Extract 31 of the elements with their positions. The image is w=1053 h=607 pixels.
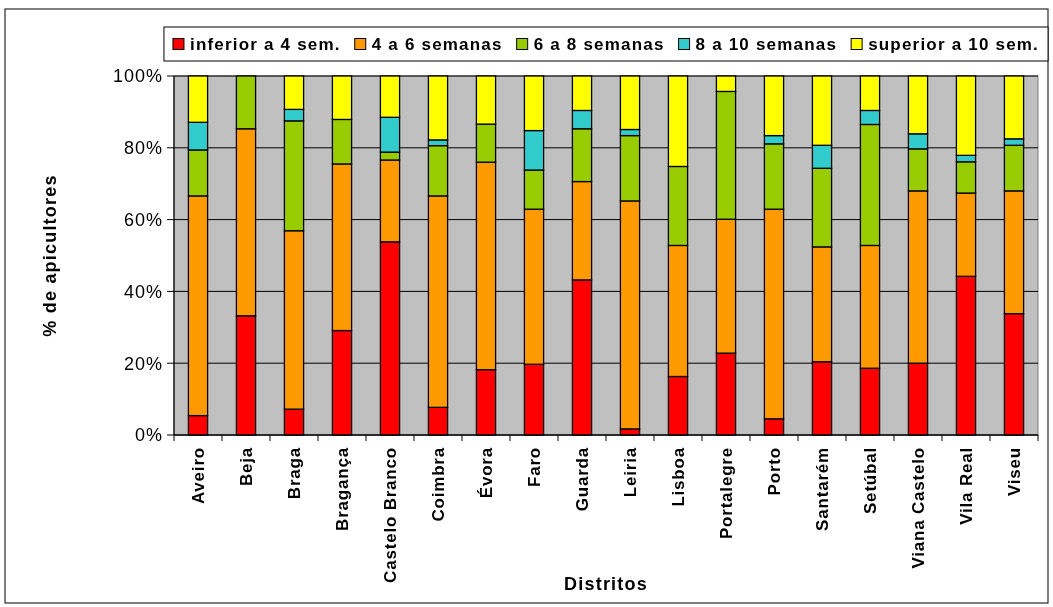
y-tick-label: 20% — [123, 353, 163, 374]
x-tick-label: Aveiro — [188, 447, 208, 505]
y-tick-label: 100% — [112, 66, 163, 87]
legend-label: superior a 10 sem. — [868, 34, 1040, 54]
y-tick-label: 80% — [123, 138, 163, 159]
x-tick-label: Porto — [764, 447, 784, 496]
x-tick-label: Braga — [284, 447, 304, 500]
legend-label: 8 a 10 semanas — [695, 34, 838, 54]
y-tick-label: 60% — [123, 209, 163, 230]
x-tick-label: Setúbal — [860, 447, 880, 515]
x-tick-label: Viseu — [1004, 447, 1024, 497]
x-tick-label: Viana Castelo — [908, 447, 928, 569]
legend-label: 4 a 6 semanas — [371, 34, 503, 54]
x-tick-label: Faro — [524, 447, 544, 488]
x-tick-label: Castelo Branco — [380, 447, 400, 583]
y-tick-label: 0% — [134, 425, 163, 446]
legend-label: 6 a 8 semanas — [533, 34, 665, 54]
x-tick-label: Santarém — [812, 447, 832, 531]
x-axis-title: Distritos — [564, 574, 648, 594]
x-tick-label: Coimbra — [428, 447, 448, 522]
x-tick-label: Guarda — [572, 447, 592, 512]
x-tick-label: Bragança — [332, 447, 352, 531]
y-tick-label: 40% — [123, 281, 163, 302]
x-tick-label: Portalegre — [716, 447, 736, 540]
y-axis-title: % de apicultores — [40, 174, 61, 337]
x-tick-label: Leiria — [620, 447, 640, 498]
legend-label: inferior a 4 sem. — [189, 34, 341, 54]
x-tick-label: Beja — [236, 447, 256, 487]
x-tick-label: Lisboa — [668, 447, 688, 507]
x-tick-label: Vila Real — [956, 447, 976, 525]
x-tick-label: Évora — [476, 447, 496, 499]
